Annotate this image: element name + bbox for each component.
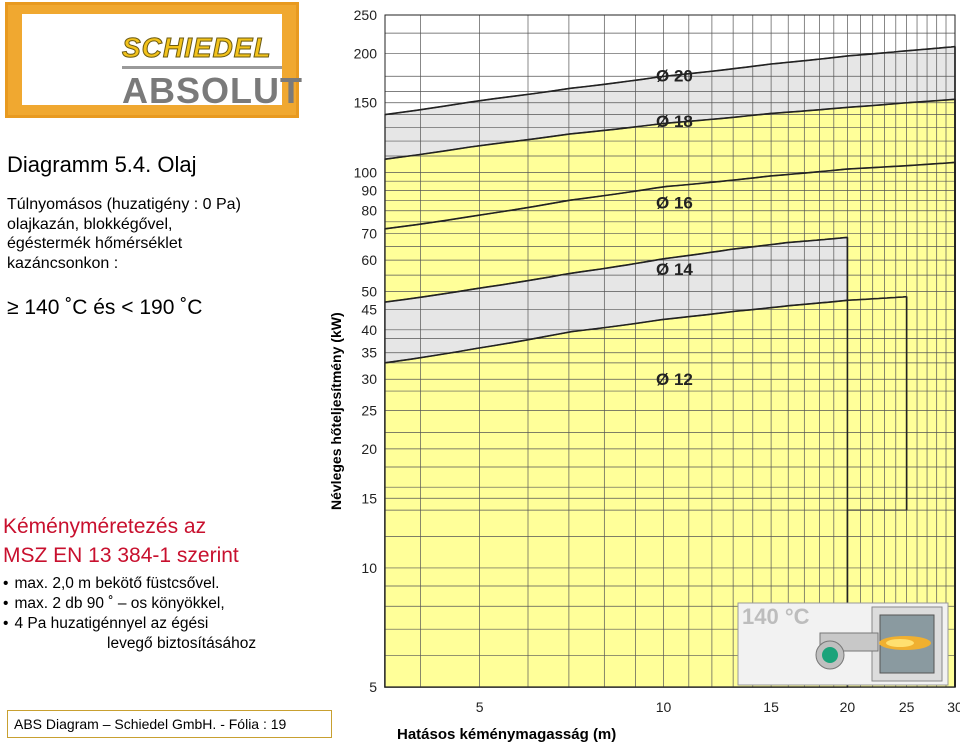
operating-conditions: Túlnyomásos (huzatigény : 0 Pa) olajkazá… <box>7 195 327 273</box>
y-tick-label: 200 <box>354 45 378 61</box>
y-tick-label: 15 <box>361 490 377 506</box>
diameter-label: Ø 12 <box>656 370 693 389</box>
x-tick-label: 20 <box>840 699 856 715</box>
condition-line: Túlnyomásos (huzatigény : 0 Pa) <box>7 196 241 213</box>
requirement-item: 4 Pa huzatigénnyel az égési <box>3 614 323 634</box>
y-tick-label: 60 <box>361 252 377 268</box>
logo-divider <box>122 66 282 69</box>
diameter-label: Ø 20 <box>656 66 693 85</box>
footer-caption: ABS Diagram – Schiedel GmbH. - Fólia : 1… <box>7 710 332 738</box>
y-tick-label: 5 <box>369 679 377 695</box>
y-tick-label: 250 <box>354 7 378 23</box>
logo-product: ABSOLUT <box>122 70 303 111</box>
x-tick-label: 25 <box>899 699 915 715</box>
inset-temperature-label: 140 °C <box>742 604 810 629</box>
y-tick-label: 70 <box>361 226 377 242</box>
y-tick-label: 25 <box>361 403 377 419</box>
diagram-title: Diagramm 5.4. Olaj <box>7 152 197 177</box>
diameter-label: Ø 14 <box>656 260 693 279</box>
condition-line: kazáncsonkon : <box>7 254 119 272</box>
standard-title-line: Kéményméretezés az <box>3 515 207 538</box>
y-tick-label: 20 <box>361 441 377 457</box>
flame-core <box>886 639 914 647</box>
plot-frame <box>384 14 956 688</box>
y-tick-label: 150 <box>354 95 378 111</box>
y-tick-label: 40 <box>361 322 377 338</box>
y-tick-label: 80 <box>361 203 377 219</box>
schiedel-absolut-logo: SCHIEDEL ABSOLUT <box>5 2 302 118</box>
series-line <box>384 295 907 364</box>
x-axis-label: Hatásos kéménymagasság (m) <box>397 726 617 743</box>
series-line <box>384 236 848 303</box>
requirement-item-continuation: levegő biztosításához <box>107 635 257 652</box>
x-tick-label: 15 <box>763 699 779 715</box>
y-tick-label: 50 <box>361 283 377 299</box>
y-tick-label: 90 <box>361 182 377 198</box>
y-tick-label: 30 <box>361 371 377 387</box>
y-tick-label: 10 <box>361 560 377 576</box>
standard-title: Kéményméretezés az MSZ EN 13 384-1 szeri… <box>3 512 323 570</box>
standard-title-line: MSZ EN 13 384-1 szerint <box>3 544 239 567</box>
diameter-label: Ø 18 <box>656 112 693 131</box>
logo-brand: SCHIEDEL <box>122 32 272 64</box>
requirement-item: max. 2,0 m bekötő füstcsővel. <box>3 574 323 594</box>
condition-line: égéstermék hőmérséklet <box>7 235 183 252</box>
y-tick-label: 100 <box>354 164 378 180</box>
series-line <box>384 45 956 116</box>
x-tick-label: 5 <box>476 699 484 715</box>
y-tick-label: 35 <box>361 345 377 361</box>
x-tick-label: 30 <box>947 699 960 715</box>
temperature-condition: ≥ 140 ˚C és < 190 ˚C <box>7 296 203 319</box>
series-line <box>384 98 956 160</box>
x-tick-label: 10 <box>656 699 672 715</box>
y-tick-label: 45 <box>361 302 377 318</box>
burner-indicator-icon <box>822 647 838 663</box>
series-line <box>384 161 956 230</box>
diameter-label: Ø 16 <box>656 193 693 212</box>
condition-line: olajkazán, blokkégővel, <box>7 215 173 233</box>
requirement-item: max. 2 db 90 ˚ – os könyökkel, <box>3 594 323 614</box>
requirements-list: max. 2,0 m bekötő füstcsővel. max. 2 db … <box>3 574 323 654</box>
